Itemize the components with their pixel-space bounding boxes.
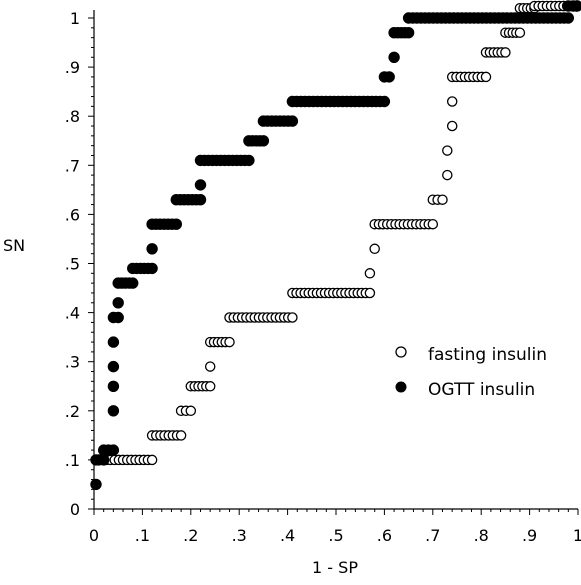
data-point: [243, 154, 255, 167]
y-tick-label: .3: [65, 353, 80, 372]
data-point: [146, 262, 158, 275]
data-point: [185, 405, 197, 417]
data-point: [107, 360, 120, 373]
y-tick-label: .4: [65, 304, 80, 323]
data-point: [257, 135, 270, 147]
legend-marker-fasting-insulin: [395, 346, 407, 358]
data-point: [446, 96, 458, 107]
data-point: [427, 218, 439, 230]
data-point: [571, 0, 581, 12]
x-axis-label: 1 - SP: [312, 558, 358, 577]
x-tick-label: .4: [280, 526, 295, 545]
x-axis-ticks: 0 .1 .2 .3 .4 .5 .6 .7 .8 .9 1: [89, 509, 581, 545]
y-tick-label: .5: [65, 255, 80, 274]
data-point: [480, 71, 492, 83]
series-ogtt-insulin: [90, 0, 581, 491]
x-tick-label: 0: [89, 526, 99, 545]
data-point: [287, 312, 298, 323]
data-point: [90, 478, 102, 491]
data-point: [514, 27, 526, 38]
data-point: [364, 268, 376, 279]
y-tick-label: 1: [70, 9, 80, 28]
data-point: [378, 95, 391, 108]
legend-label-ogtt-insulin: OGTT insulin: [428, 380, 535, 400]
y-axis-label: SN: [3, 236, 25, 255]
x-tick-label: .2: [183, 526, 198, 545]
y-tick-label: .7: [65, 156, 80, 175]
y-tick-label: 0: [70, 500, 80, 519]
data-point: [146, 454, 158, 466]
x-tick-label: .6: [377, 526, 392, 545]
y-tick-label: .2: [65, 402, 80, 421]
data-point: [364, 287, 376, 299]
x-tick-label: 1: [573, 526, 581, 545]
data-point: [175, 430, 187, 441]
series-fasting-insulin: [90, 0, 581, 490]
y-tick-label: .8: [65, 107, 80, 126]
y-tick-label: .6: [65, 205, 80, 224]
y-tick-label: .9: [65, 58, 80, 77]
x-tick-label: .9: [522, 526, 537, 545]
data-point: [107, 336, 120, 348]
data-point: [107, 405, 120, 417]
data-point: [98, 454, 110, 466]
x-tick-label: .5: [328, 526, 343, 545]
x-tick-label: .1: [135, 526, 150, 545]
data-point: [127, 277, 139, 289]
data-point: [146, 243, 158, 255]
data-point: [383, 71, 395, 83]
legend-label-fasting-insulin: fasting insulin: [428, 345, 547, 365]
data-point: [442, 169, 453, 181]
data-point: [112, 297, 124, 309]
data-point: [446, 120, 458, 132]
data-point: [170, 218, 183, 230]
data-point: [194, 179, 207, 191]
data-point: [369, 243, 380, 255]
data-point: [224, 336, 235, 348]
data-point: [562, 12, 574, 24]
legend-marker-ogtt-insulin: [395, 381, 407, 393]
series-layer: [90, 0, 581, 491]
y-tick-label: .1: [65, 451, 80, 470]
data-point: [194, 194, 207, 206]
legend: fasting insulin OGTT insulin: [395, 345, 547, 400]
data-point: [500, 47, 511, 58]
data-point: [112, 311, 124, 324]
data-point: [442, 145, 453, 156]
y-axis-ticks: 0 .1 .2 .3 .4 .5 .6 .7 .8 .9 1: [65, 9, 94, 519]
x-tick-label: .3: [232, 526, 247, 545]
data-point: [204, 381, 216, 392]
data-point: [107, 444, 120, 456]
data-point: [286, 115, 299, 127]
data-point: [107, 380, 120, 392]
data-point: [204, 361, 216, 372]
data-point: [388, 51, 400, 63]
x-tick-label: .7: [425, 526, 440, 545]
data-point: [402, 27, 415, 39]
data-point: [437, 194, 448, 205]
x-tick-label: .8: [474, 526, 489, 545]
